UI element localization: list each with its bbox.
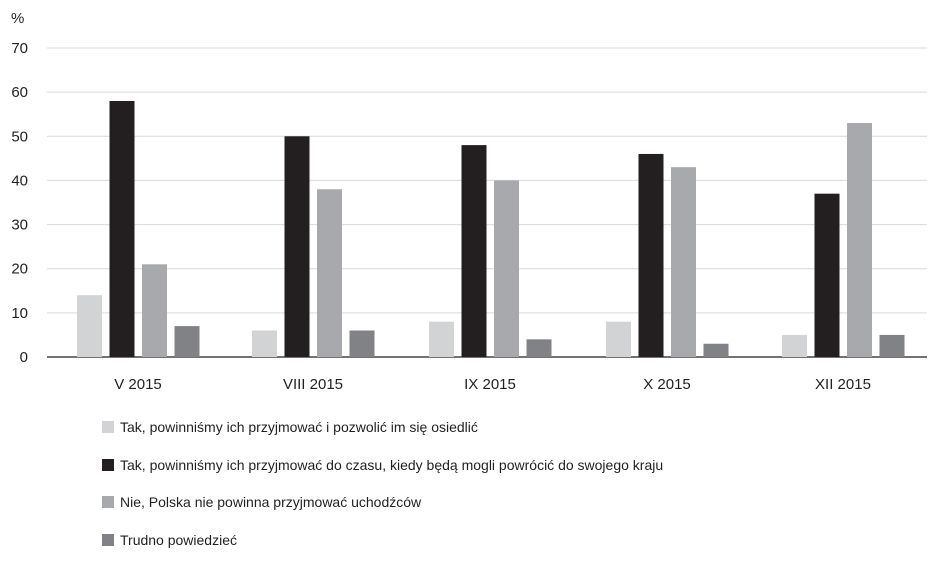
bar-series3-3: [671, 167, 696, 357]
y-tick-label-50: 50: [11, 128, 28, 145]
bar-series1-0: [77, 295, 102, 357]
y-tick-label-10: 10: [11, 305, 28, 322]
bar-series4-2: [526, 339, 552, 357]
y-tick-label-0: 0: [20, 349, 28, 366]
bar-series2-2: [461, 145, 487, 357]
bars: [77, 100, 905, 358]
legend-item: Nie, Polska nie powinna przyjmować uchod…: [102, 493, 663, 511]
legend-item: Tak, powinniśmy ich przyjmować do czasu,…: [102, 456, 663, 474]
x-tick-label: X 2015: [643, 376, 691, 393]
legend-item: Tak, powinniśmy ich przyjmować i pozwoli…: [102, 418, 663, 436]
bar-series1-2: [429, 321, 454, 357]
legend: Tak, powinniśmy ich przyjmować i pozwoli…: [102, 418, 663, 569]
bar-series3-4: [847, 123, 872, 358]
legend-swatch: [102, 421, 114, 433]
bar-series3-2: [494, 180, 519, 357]
legend-label: Tak, powinniśmy ich przyjmować do czasu,…: [120, 456, 664, 473]
x-tick-label: IX 2015: [464, 376, 516, 393]
legend-label: Trudno powiedzieć: [120, 532, 237, 549]
bar-series1-1: [252, 330, 277, 357]
legend-label: Tak, powinniśmy ich przyjmować i pozwoli…: [120, 419, 478, 435]
y-axis-ticks: 0 10 20 30 40 50 60 70: [11, 40, 28, 366]
bar-series4-0: [174, 326, 200, 357]
bar-series1-4: [782, 334, 807, 357]
y-tick-label-20: 20: [11, 261, 28, 278]
x-tick-label: XII 2015: [815, 376, 871, 393]
legend-item: Trudno powiedzieć: [102, 531, 663, 549]
bar-series1-3: [606, 321, 631, 357]
legend-swatch: [102, 496, 114, 509]
bar-series2-4: [814, 193, 840, 357]
x-tick-label: VIII 2015: [283, 376, 343, 393]
x-tick-label: V 2015: [114, 376, 162, 393]
y-tick-label-30: 30: [11, 217, 28, 234]
gridlines: [47, 47, 927, 358]
legend-swatch: [102, 534, 114, 547]
y-tick-label-40: 40: [11, 172, 28, 189]
bar-series3-1: [317, 189, 342, 357]
x-axis-labels: V 2015 VIII 2015 IX 2015 X 2015 XII 2015: [114, 376, 871, 393]
bar-chart: % 0 10 20 30 40 50 60 70 V 2015 VIII 2015 IX 2015…: [11, 10, 927, 393]
bar-series3-0: [142, 264, 167, 357]
bar-series4-4: [879, 334, 905, 357]
legend-swatch: [102, 458, 114, 471]
bar-series2-1: [284, 136, 310, 357]
bar-series2-0: [109, 100, 135, 357]
y-axis-unit: %: [11, 10, 24, 27]
y-tick-label-60: 60: [11, 84, 28, 101]
bar-series4-3: [703, 343, 729, 357]
y-tick-label-70: 70: [11, 40, 28, 57]
legend-label: Nie, Polska nie powinna przyjmować uchod…: [120, 494, 422, 511]
bar-series4-1: [349, 330, 375, 357]
bar-series2-3: [638, 153, 664, 357]
